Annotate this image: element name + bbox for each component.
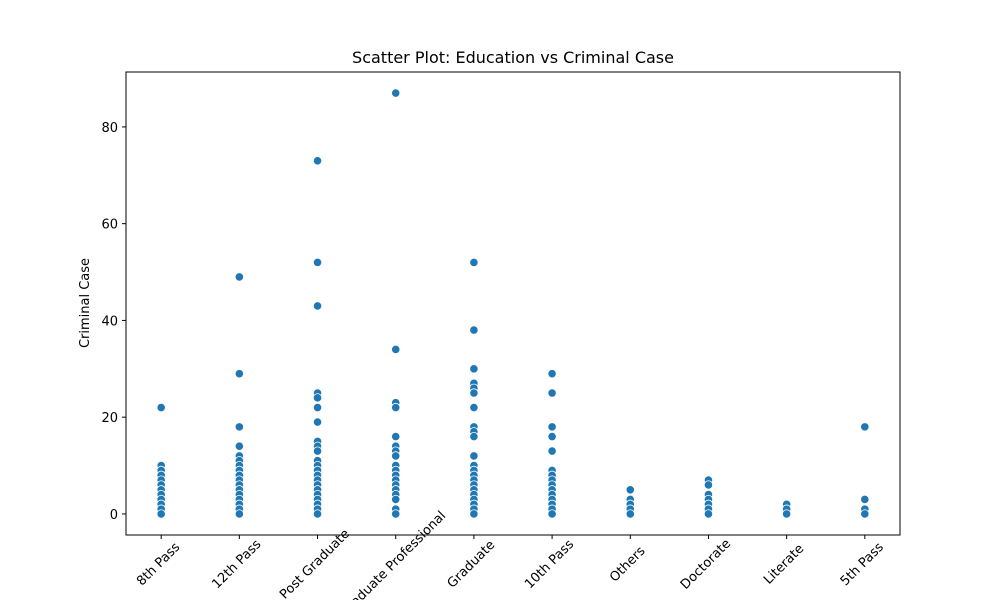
point [469, 388, 479, 398]
point [469, 451, 479, 461]
point [234, 441, 244, 451]
point [312, 156, 323, 166]
point [703, 480, 714, 490]
point [860, 494, 870, 505]
point [312, 417, 323, 427]
point [312, 509, 323, 519]
point [469, 257, 479, 267]
point [234, 272, 244, 282]
point [547, 422, 557, 432]
point [234, 422, 244, 432]
x-tick-label: Post Graduate [277, 527, 353, 600]
point [782, 509, 792, 519]
y-tick-label: 80 [101, 121, 118, 136]
point [312, 393, 323, 403]
point [156, 509, 166, 519]
point [547, 509, 557, 519]
point [234, 369, 244, 379]
point [391, 494, 401, 505]
point [391, 402, 401, 413]
point [469, 325, 479, 335]
x-tick-label: 12th Pass [209, 537, 264, 592]
x-tick-label: Graduate [445, 538, 499, 592]
point [391, 88, 401, 98]
y-tick-label: 0 [110, 508, 118, 523]
y-tick-label: 40 [101, 314, 118, 329]
x-tick-label: 10th Pass [522, 537, 577, 592]
point [860, 509, 870, 519]
x-tick-label: 5th Pass [838, 540, 887, 589]
plot-frame [125, 71, 901, 536]
point [234, 509, 244, 519]
point [312, 301, 323, 311]
y-axis-label: Criminal Case [78, 258, 93, 348]
point [156, 402, 166, 413]
y-tick-label: 60 [101, 218, 118, 233]
point [547, 369, 557, 379]
point [391, 344, 401, 355]
point [547, 388, 557, 398]
point [391, 509, 401, 519]
point [469, 509, 479, 519]
x-tick-label: Others [607, 544, 649, 586]
point [312, 446, 323, 456]
point [312, 402, 323, 413]
chart-title: Scatter Plot: Education vs Criminal Case [352, 48, 674, 67]
point [469, 431, 479, 442]
point [860, 422, 870, 432]
point [391, 431, 401, 442]
y-tick-label: 20 [101, 411, 118, 426]
x-tick-label: Literate [761, 541, 807, 587]
point [312, 257, 323, 267]
point [703, 509, 714, 519]
x-tick-label: Doctorate [678, 536, 734, 592]
x-tick-label: Graduate Professional [337, 509, 449, 600]
point [625, 485, 635, 495]
point [469, 364, 479, 374]
point [547, 431, 557, 442]
x-tick-label: 8th Pass [134, 540, 183, 589]
point [625, 509, 635, 519]
point [469, 402, 479, 413]
point [547, 446, 557, 456]
point [391, 451, 401, 461]
